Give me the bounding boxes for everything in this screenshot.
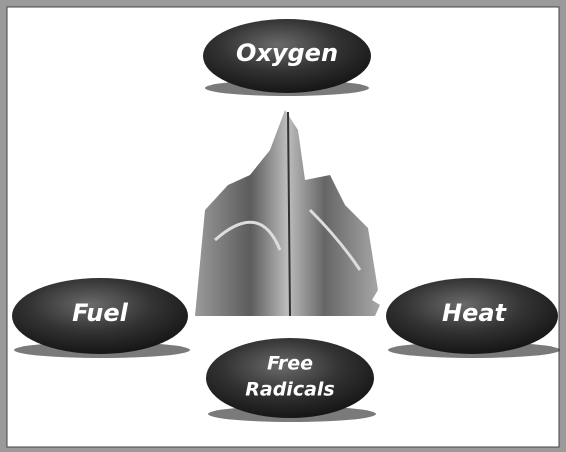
- node-label: Free: [267, 353, 313, 375]
- node-label: Heat: [442, 299, 508, 327]
- page: {"nodes": [ {"lines": ["Oxygen"]}, {"lin…: [0, 0, 566, 452]
- diagram: Oxygen Fuel Heat Free Radicals: [0, 0, 566, 452]
- node-label: Oxygen: [236, 39, 338, 67]
- node-fuel: Fuel: [12, 278, 190, 358]
- node-label: Radicals: [245, 379, 334, 401]
- node-heat: Heat: [386, 278, 560, 358]
- node-label: Fuel: [72, 299, 128, 327]
- node-free-radicals: Free Radicals: [206, 338, 376, 422]
- node-oxygen: Oxygen: [203, 19, 371, 96]
